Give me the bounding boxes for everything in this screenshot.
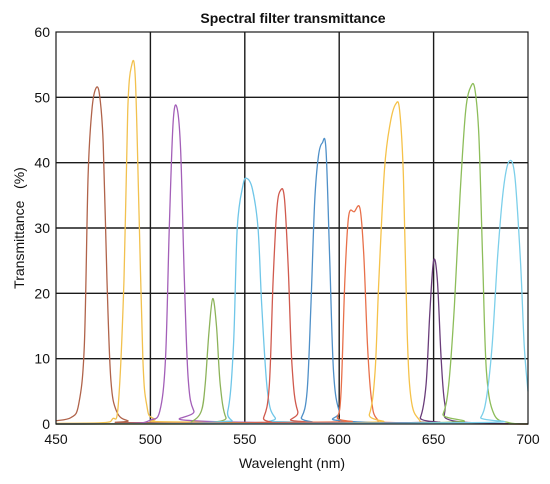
y-tick-label: 20	[34, 285, 50, 301]
x-tick-label: 550	[233, 431, 257, 447]
series-line-12	[55, 159, 529, 425]
y-axis-label: Transmittance (%)	[11, 167, 27, 289]
y-tick-label: 30	[34, 220, 50, 236]
series-line-9	[55, 101, 529, 425]
x-tick-label: 450	[44, 431, 68, 447]
plot-frame	[55, 31, 529, 425]
chart-title: Spectral filter transmittance	[200, 10, 385, 26]
y-tick-label: 0	[42, 416, 50, 432]
x-axis-label: Wavelenght (nm)	[239, 455, 345, 471]
y-tick-label: 60	[34, 24, 50, 40]
series-group	[55, 59, 529, 425]
series-line-1	[55, 86, 529, 425]
tick-labels: 450 500 550 600 650 700 0 10 20 30 40 50 60	[34, 24, 539, 447]
x-tick-label: 600	[328, 431, 352, 447]
series-line-3	[55, 104, 529, 425]
series-line-11	[55, 82, 529, 425]
series-line-2	[55, 59, 529, 425]
x-tick-label: 650	[422, 431, 446, 447]
series-line-6	[55, 188, 529, 425]
x-tick-label: 700	[516, 431, 540, 447]
series-line-8	[55, 205, 529, 425]
y-tick-label: 50	[34, 89, 50, 105]
y-tick-label: 40	[34, 155, 50, 171]
x-tick-label: 500	[139, 431, 163, 447]
y-tick-label: 10	[34, 351, 50, 367]
series-line-10	[55, 258, 529, 425]
series-line-5	[55, 177, 529, 425]
